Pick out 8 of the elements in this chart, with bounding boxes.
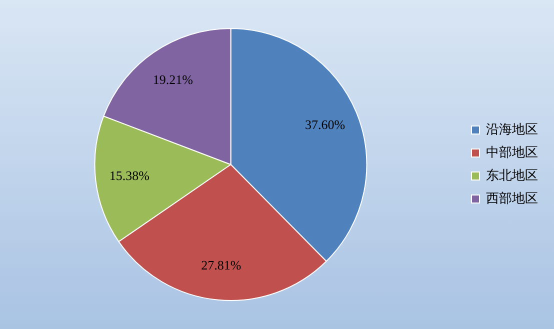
legend-label: 西部地区 [486, 191, 538, 206]
data-label: 19.21% [152, 72, 194, 87]
data-label: 27.81% [201, 257, 242, 272]
legend-label: 沿海地区 [486, 122, 538, 138]
legend-label: 东北地区 [486, 168, 538, 184]
data-label: 37.60% [305, 117, 346, 132]
data-label: 15.38% [109, 168, 150, 184]
legend-label: 中部地区 [486, 145, 538, 160]
